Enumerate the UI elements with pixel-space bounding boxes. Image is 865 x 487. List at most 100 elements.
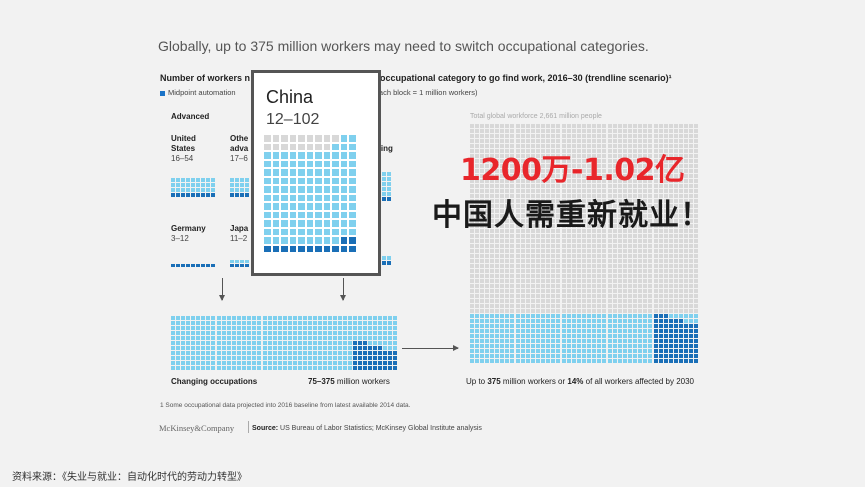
block: [613, 179, 617, 183]
block: [480, 349, 484, 353]
block: [495, 154, 499, 158]
block: [521, 224, 525, 228]
block: [684, 229, 688, 233]
block: [664, 244, 668, 248]
block: [556, 234, 560, 238]
block: [643, 124, 647, 128]
block: [289, 186, 296, 193]
block: [562, 284, 566, 288]
block: [349, 245, 356, 252]
block: [674, 159, 678, 163]
block: [694, 129, 698, 133]
block: [500, 219, 504, 223]
block: [556, 224, 560, 228]
block: [232, 351, 236, 355]
block: [211, 188, 215, 192]
block: [648, 359, 652, 363]
block: [669, 149, 673, 153]
block: [633, 209, 637, 213]
block: [694, 304, 698, 308]
block: [332, 135, 339, 142]
block: [353, 336, 357, 340]
block: [383, 321, 387, 325]
block: [358, 341, 362, 345]
block: [608, 204, 612, 208]
block: [684, 124, 688, 128]
occupation-block-grid: [263, 316, 307, 370]
block: [602, 229, 606, 233]
block: [240, 183, 244, 187]
block: [592, 199, 596, 203]
block: [531, 309, 535, 313]
block: [628, 334, 632, 338]
block: [582, 279, 586, 283]
block: [577, 269, 581, 273]
block: [638, 354, 642, 358]
block: [582, 334, 586, 338]
china-block-grid: [264, 135, 356, 252]
block: [289, 220, 296, 227]
block: [587, 189, 591, 193]
block: [638, 274, 642, 278]
block: [363, 351, 367, 355]
block: [490, 139, 494, 143]
block: [541, 289, 545, 293]
block: [387, 177, 391, 181]
block: [613, 354, 617, 358]
block: [623, 199, 627, 203]
block: [264, 177, 271, 184]
block: [669, 359, 673, 363]
block: [582, 359, 586, 363]
block: [597, 259, 601, 263]
block: [191, 346, 195, 350]
block: [206, 331, 210, 335]
block: [654, 299, 658, 303]
block: [368, 326, 372, 330]
block: [531, 229, 535, 233]
block: [577, 279, 581, 283]
block: [516, 289, 520, 293]
block: [592, 204, 596, 208]
block: [592, 269, 596, 273]
block: [674, 264, 678, 268]
block: [608, 254, 612, 258]
block: [201, 183, 205, 187]
block: [306, 169, 313, 176]
block: [308, 341, 312, 345]
block: [470, 254, 474, 258]
block: [618, 279, 622, 283]
block: [562, 179, 566, 183]
block: [664, 234, 668, 238]
block: [186, 321, 190, 325]
block: [608, 314, 612, 318]
block: [628, 154, 632, 158]
block: [171, 326, 175, 330]
block: [541, 329, 545, 333]
block: [505, 354, 509, 358]
block: [582, 149, 586, 153]
block: [211, 264, 215, 267]
block: [582, 299, 586, 303]
block: [475, 269, 479, 273]
block: [562, 139, 566, 143]
block: [694, 309, 698, 313]
block: [485, 334, 489, 338]
block: [358, 336, 362, 340]
block: [318, 326, 322, 330]
block: [500, 269, 504, 273]
block: [490, 299, 494, 303]
block: [669, 294, 673, 298]
block: [495, 239, 499, 243]
block: [567, 224, 571, 228]
block: [308, 346, 312, 350]
block: [669, 219, 673, 223]
block: [689, 234, 693, 238]
block: [546, 324, 550, 328]
block: [572, 344, 576, 348]
block: [562, 344, 566, 348]
block: [338, 321, 342, 325]
block: [654, 294, 658, 298]
block: [495, 189, 499, 193]
block: [587, 334, 591, 338]
block: [556, 174, 560, 178]
